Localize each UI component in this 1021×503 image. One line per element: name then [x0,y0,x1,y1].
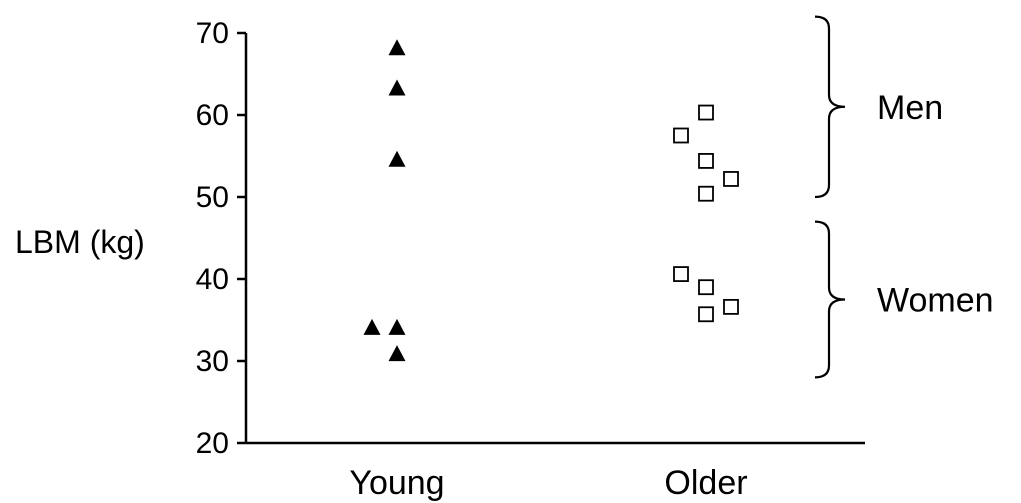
data-point-square [723,298,739,315]
y-tick-label: 20 [196,427,229,460]
x-category-label: Older [664,464,747,502]
brace-label: Men [877,89,943,127]
y-axis-label: LBM (kg) [15,224,145,260]
data-point-square [673,266,689,282]
group-braces: Men Women [814,15,994,379]
axes [244,33,865,445]
data-point-square [698,279,714,296]
y-tick-label: 50 [196,181,229,214]
y-tick-label: 60 [196,99,229,132]
data-point-triangle [388,39,406,56]
data-point-square [698,104,714,121]
x-category-labels: Young Older [349,464,747,502]
data-point-square [673,127,689,144]
y-tick-label: 40 [196,263,229,296]
data-point-triangle [388,79,406,96]
brace [814,15,846,199]
data-point-triangle [388,345,406,362]
y-ticks: 20 30 40 50 60 70 [196,17,246,460]
data-point-square [698,306,714,323]
data-points [363,39,739,362]
brace [814,220,846,379]
data-point-square [698,153,714,169]
y-tick-label: 30 [196,345,229,378]
data-point-triangle [388,318,406,335]
x-category-label: Young [349,464,444,502]
data-point-triangle [388,150,406,167]
data-point-square [698,185,714,202]
brace-label: Women [877,282,994,320]
data-point-triangle [363,318,381,335]
data-point-square [723,171,739,187]
y-tick-label: 70 [196,17,229,50]
